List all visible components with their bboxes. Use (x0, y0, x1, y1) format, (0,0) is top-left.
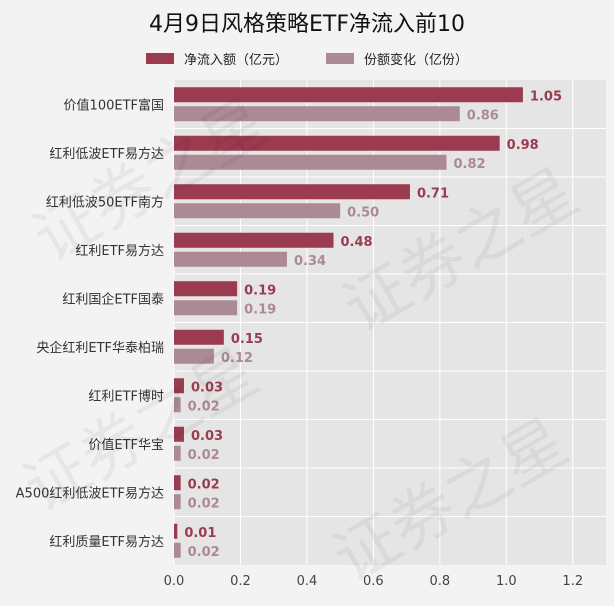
data-label-shares: 0.82 (453, 157, 485, 172)
data-label-inflow: 0.02 (188, 477, 220, 492)
bar-inflow (174, 135, 500, 151)
category-label: 红利低波50ETF南方 (46, 194, 164, 210)
bar-inflow (174, 378, 184, 394)
bar-shares (174, 106, 460, 122)
data-label-shares: 0.02 (188, 399, 220, 414)
category-label: 红利ETF博时 (88, 388, 164, 404)
bar-inflow (174, 523, 178, 539)
category-label: 价值ETF华宝 (88, 437, 164, 453)
data-label-shares: 0.34 (294, 254, 326, 269)
category-label: 红利国企ETF国泰 (62, 291, 164, 307)
legend-label-shares: 份额变化（亿份） (364, 53, 469, 68)
data-label-shares: 0.50 (347, 205, 379, 220)
data-label-inflow: 0.48 (341, 235, 373, 250)
bar-shares (174, 445, 181, 461)
bar-inflow (174, 426, 184, 442)
data-label-shares: 0.86 (467, 108, 499, 123)
data-label-shares: 0.02 (188, 545, 220, 560)
bar-inflow (174, 281, 238, 297)
x-tick-label: 0.0 (164, 574, 185, 589)
x-tick-label: 0.2 (230, 574, 251, 589)
bar-inflow (174, 475, 181, 491)
x-tick-label: 0.8 (430, 574, 451, 589)
category-label: 央企红利ETF华泰柏瑞 (36, 340, 164, 356)
data-label-inflow: 0.03 (191, 380, 223, 395)
data-label-shares: 0.19 (244, 302, 276, 317)
bar-shares (174, 251, 287, 267)
legend-swatch-shares (326, 53, 354, 64)
data-label-shares: 0.02 (188, 496, 220, 511)
bar-shares (174, 154, 447, 170)
category-label: A500红利低波ETF易方达 (16, 485, 164, 501)
x-tick-label: 1.2 (562, 574, 583, 589)
data-label-inflow: 0.15 (231, 332, 263, 347)
data-label-inflow: 0.98 (507, 138, 539, 153)
data-label-inflow: 0.01 (184, 526, 216, 541)
bar-shares (174, 542, 181, 558)
data-label-shares: 0.12 (221, 351, 253, 366)
category-label: 红利低波ETF易方达 (49, 146, 164, 162)
legend-item-shares: 份额变化（亿份） (326, 49, 468, 68)
bar-shares (174, 300, 238, 316)
x-tick-label: 0.6 (363, 574, 384, 589)
data-label-inflow: 0.19 (244, 283, 276, 298)
data-label-inflow: 0.03 (191, 429, 223, 444)
bar-shares (174, 494, 181, 510)
data-label-shares: 0.02 (188, 448, 220, 463)
data-label-inflow: 1.05 (530, 89, 562, 104)
x-tick-label: 1.0 (496, 574, 517, 589)
bar-inflow (174, 232, 334, 248)
legend-item-inflow: 净流入额（亿元） (145, 49, 288, 68)
chart-title: 4月9日风格策略ETF净流入前10 (149, 12, 465, 37)
category-label: 红利ETF易方达 (75, 243, 164, 259)
bar-shares (174, 203, 341, 219)
category-label: 红利质量ETF易方达 (49, 534, 164, 550)
legend-swatch-inflow (145, 53, 174, 64)
category-label: 价值100ETF富国 (64, 97, 164, 113)
bar-shares (174, 348, 214, 364)
bar-inflow (174, 329, 224, 345)
legend: 净流入额（亿元） 份额变化（亿份） (0, 49, 614, 68)
bar-inflow (174, 87, 523, 103)
data-label-inflow: 0.71 (417, 186, 449, 201)
bar-shares (174, 397, 181, 413)
bar-inflow (174, 184, 410, 200)
legend-label-inflow: 净流入额（亿元） (183, 53, 288, 68)
x-tick-label: 0.4 (297, 574, 318, 589)
